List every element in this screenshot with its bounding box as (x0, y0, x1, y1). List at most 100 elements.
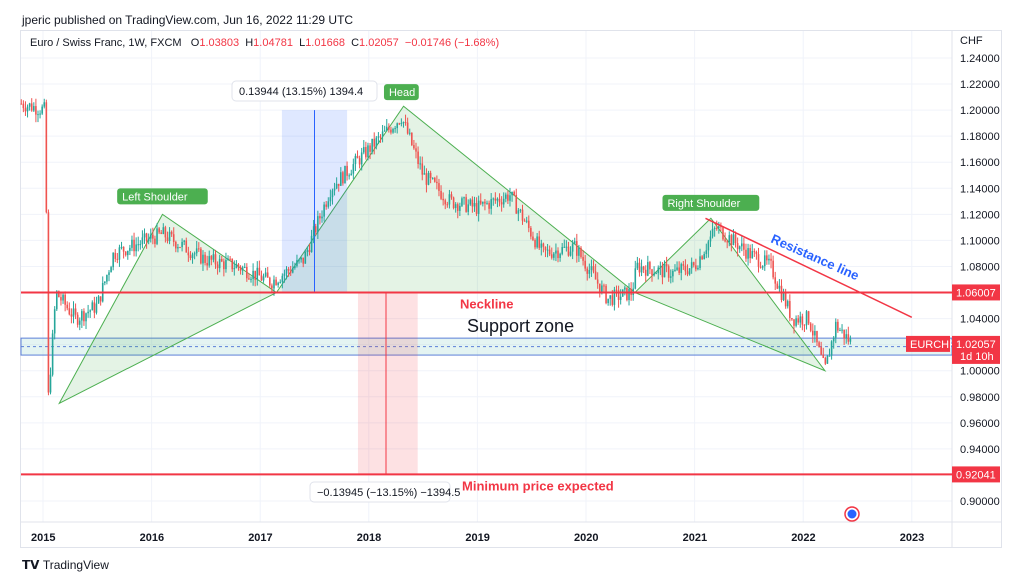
x-tick-label: 2020 (574, 532, 598, 544)
candle-body (78, 320, 81, 325)
candle-body (262, 276, 265, 281)
candle-body (667, 266, 670, 278)
candle-body (58, 291, 60, 298)
candle-body (609, 295, 612, 299)
candle-body (126, 250, 129, 256)
candle-body (135, 244, 137, 252)
candle-body (47, 212, 50, 393)
candle-body (179, 247, 181, 249)
candle-body (85, 313, 87, 322)
candle-body (246, 266, 248, 279)
support-zone-label: Support zone (467, 316, 574, 336)
candle-body (243, 266, 246, 268)
candle-body (51, 333, 54, 375)
candle-body (373, 138, 376, 147)
candle-body (555, 250, 557, 254)
candle-body (565, 246, 568, 248)
candle-body (573, 241, 576, 244)
chart-frame[interactable] (20, 30, 1002, 548)
candle-body (743, 243, 745, 250)
candle-body (563, 246, 566, 248)
candle-body (39, 113, 41, 115)
candle-body (707, 241, 710, 251)
candle-body (254, 270, 256, 280)
candle-body (408, 132, 411, 134)
candle-body (319, 216, 321, 219)
candle-body (64, 294, 66, 305)
candle-body (626, 287, 628, 300)
candle-body (118, 247, 121, 260)
measure-down-tooltip (309, 481, 451, 503)
candle-body (392, 129, 394, 133)
candle-body (586, 268, 589, 274)
candle-body (362, 147, 365, 153)
currency-label: CHF (960, 35, 983, 47)
candle-body (131, 239, 133, 248)
candle-body (534, 239, 536, 248)
candle-body (423, 173, 426, 175)
candle-body (133, 239, 135, 252)
candle-body (571, 243, 574, 252)
candle-body (768, 258, 770, 261)
candle-body (310, 235, 313, 253)
candle-body (590, 266, 593, 270)
x-tick-label: 2022 (791, 532, 815, 544)
pattern-label-bg (383, 84, 419, 101)
candle-body (789, 301, 791, 318)
candle-body (325, 204, 327, 207)
candle-body (801, 316, 804, 325)
candle-body (360, 152, 363, 165)
candle-body (164, 227, 167, 238)
candle-body (774, 277, 777, 284)
candle-body (494, 198, 497, 201)
candle-body (544, 246, 547, 251)
x-tick-label: 2016 (140, 532, 164, 544)
candle-body (143, 233, 146, 238)
y-tick-label: 1.24000 (960, 53, 1000, 65)
candle-body (170, 231, 173, 235)
candle-body (615, 289, 618, 291)
candle-body (185, 240, 188, 253)
candle-body (141, 237, 144, 245)
candle-body (93, 302, 96, 313)
y-tick-label: 0.98000 (960, 392, 1000, 404)
x-tick-label: 2021 (683, 532, 707, 544)
candle-body (66, 304, 69, 309)
candle-body (624, 287, 626, 290)
candle-body (515, 194, 518, 214)
candle-body (377, 136, 380, 138)
candle-body (695, 265, 697, 270)
candle-body (433, 177, 436, 182)
last-price-label: 1.02057 (956, 339, 996, 351)
candle-body (172, 234, 175, 242)
candle-body (400, 122, 403, 124)
candle-body (747, 248, 749, 259)
candle-body (805, 311, 808, 326)
candle-body (726, 241, 728, 243)
candle-body (582, 256, 584, 261)
candle-body (97, 296, 100, 304)
candle-body (766, 255, 768, 261)
candle-body (137, 244, 140, 246)
candle-body (49, 374, 52, 393)
candle-body (233, 268, 236, 270)
candle-body (327, 201, 330, 207)
candle-body (770, 258, 772, 261)
tradingview-logo[interactable]: 𝗧𝗩 TradingView (22, 558, 109, 572)
pattern-label-bg (662, 194, 760, 211)
candle-body (530, 227, 532, 237)
level-price-label: 0.92041 (956, 469, 996, 481)
candle-body (782, 293, 785, 300)
candle-body (697, 267, 699, 270)
candle-body (820, 347, 822, 355)
candle-body (340, 172, 342, 186)
candle-body (60, 297, 62, 301)
x-tick-label: 2015 (31, 532, 55, 544)
candle-body (657, 267, 660, 274)
candle-body (298, 259, 300, 261)
candle-body (312, 226, 315, 236)
candle-body (37, 114, 39, 116)
candle-body (715, 228, 718, 230)
candle-body (369, 145, 371, 152)
